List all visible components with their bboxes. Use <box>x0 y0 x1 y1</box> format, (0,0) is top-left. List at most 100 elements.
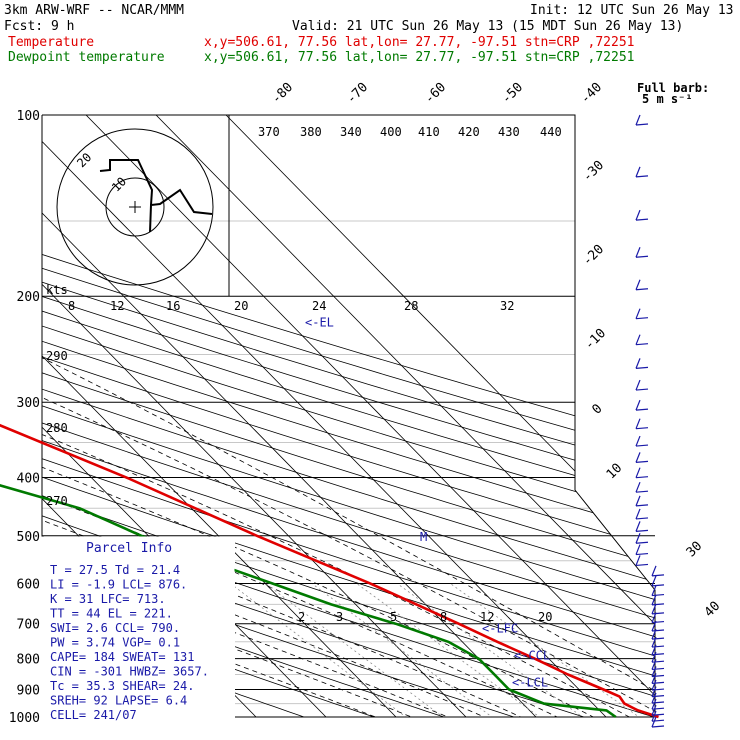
dry-adiabat <box>42 115 655 717</box>
wind-barb <box>651 628 657 640</box>
wind-barb-flag <box>635 541 649 544</box>
temperature-legend: Temperature <box>8 35 94 50</box>
wind-barb <box>651 636 657 648</box>
wind-barb <box>651 679 657 691</box>
dry-adiabat <box>42 115 484 717</box>
isotherm-line <box>85 115 655 717</box>
wind-barb <box>635 495 641 507</box>
isotherm-tick-label: -10 <box>582 326 609 353</box>
level-annotation: <-LCL <box>512 675 548 689</box>
wind-barb-flag <box>651 653 665 656</box>
hodograph-ring-label: 10 <box>109 174 129 194</box>
pressure-tick-label: 400 <box>17 471 40 486</box>
wind-barb <box>635 166 641 178</box>
moist-adiabat <box>42 295 654 717</box>
moist-adiabat <box>42 295 655 717</box>
mixing-ratio-line <box>449 583 655 717</box>
mixing-ratio-label: 16 <box>166 299 180 313</box>
pressure-tick-label: 100 <box>17 109 40 124</box>
dry-adiabat <box>42 115 413 717</box>
wind-barb <box>651 666 657 677</box>
wind-barb <box>635 279 641 290</box>
wind-barb <box>651 644 657 655</box>
temperature-location: x,y=506.61, 77.56 lat,lon= 27.77, -97.51… <box>204 35 634 50</box>
mixing-ratio-line <box>230 583 424 717</box>
wind-barb <box>635 209 641 221</box>
parcel-info-row: PW = 3.74 VGP= 0.1 <box>50 636 180 650</box>
wind-barb <box>651 716 657 728</box>
forecast-hour: Fcst: 9 h <box>4 19 74 34</box>
level-annotation: <-CCL <box>514 648 550 662</box>
isotherm-tick-label: -20 <box>580 242 607 269</box>
wind-barb <box>651 594 657 606</box>
barb-legend-value: 5 m s⁻¹ <box>642 92 693 106</box>
parcel-info-row: CIN = -301 HWBZ= 3657. <box>50 665 209 679</box>
kts-label: kts <box>46 283 68 297</box>
wind-barb <box>635 508 641 520</box>
wind-barb-flag <box>651 637 665 640</box>
wind-barbs <box>635 114 665 728</box>
wind-barb-flag <box>635 218 649 221</box>
isotherm-tick-label: 10 <box>604 461 626 483</box>
wind-barb-flag <box>635 255 649 258</box>
hodograph-ring-label: 20 <box>74 150 94 170</box>
parcel-info-row: TT = 44 EL = 221. <box>50 607 173 621</box>
level-annotation: <-LFC <box>482 622 518 636</box>
wind-barb-flag <box>651 688 665 691</box>
wind-barb <box>635 452 641 463</box>
wind-barb-flag <box>651 584 665 587</box>
hodograph-trace <box>99 159 154 206</box>
isotherm-tick-label: -40 <box>578 80 605 107</box>
theta-left-label: 290 <box>46 349 68 363</box>
wind-barb <box>635 435 641 447</box>
wind-barb <box>651 575 657 587</box>
mixing-ratio-line <box>265 583 461 717</box>
isotherm-tick-label: -80 <box>269 80 296 107</box>
hodograph-trace <box>149 188 213 233</box>
pressure-tick-label: 1000 <box>9 711 40 726</box>
wind-barb <box>651 692 657 704</box>
isotherm-line <box>42 115 537 717</box>
wind-barb <box>635 379 641 391</box>
isotherm-tick-label: -30 <box>580 158 607 185</box>
pressure-tick-label: 200 <box>17 290 40 305</box>
barb-legend-title: Full barb: <box>637 81 709 95</box>
mixing-ratio-line <box>311 583 510 717</box>
dry-adiabat <box>42 115 655 717</box>
wind-barb-flag <box>635 366 649 369</box>
wind-barb-flag <box>635 288 649 291</box>
wind-barb-flag <box>635 529 649 532</box>
parcel-info-row: LI = -1.9 LCL= 876. <box>50 578 187 592</box>
mixing-ratio-low-label: 8 <box>440 610 447 624</box>
isotherm-line <box>225 115 655 717</box>
dry-adiabat <box>42 115 655 717</box>
dewpoint-location: x,y=506.61, 77.56 lat,lon= 27.77, -97.51… <box>204 50 634 65</box>
parcel-info-row: Tc = 35.3 SHEAR= 24. <box>50 679 195 693</box>
wind-barb-flag <box>651 681 665 684</box>
wind-barb <box>651 673 657 684</box>
wind-barb-flag <box>635 552 649 556</box>
wind-barb <box>635 358 641 369</box>
dewpoint-legend: Dewpoint temperature <box>8 50 165 65</box>
wind-barb-flag <box>635 517 649 520</box>
parcel-info-row: SWI= 2.6 CCL= 790. <box>50 621 180 635</box>
wind-barb-flag <box>651 612 665 615</box>
hodograph-ring-inner <box>105 177 165 237</box>
dry-adiabat <box>42 115 655 717</box>
mixing-ratio-label: 24 <box>312 299 326 313</box>
dewpoint-profile <box>0 484 617 719</box>
wind-barb <box>635 467 641 478</box>
mixing-ratio-low-label: 3 <box>336 610 343 624</box>
parcel-info-row: T = 27.5 Td = 21.4 <box>50 563 180 577</box>
level-annotation: <-EL <box>305 315 334 329</box>
dry-adiabat <box>42 115 655 717</box>
wind-barb-flag <box>635 490 649 493</box>
wind-barb <box>635 308 641 319</box>
temperature-profile <box>0 423 659 719</box>
wind-barb-flag <box>651 645 665 648</box>
pressure-tick-label: 800 <box>17 653 40 668</box>
wind-barb <box>635 418 641 429</box>
wind-barb-flag <box>651 574 665 577</box>
pressure-tick-label: 500 <box>17 530 40 545</box>
